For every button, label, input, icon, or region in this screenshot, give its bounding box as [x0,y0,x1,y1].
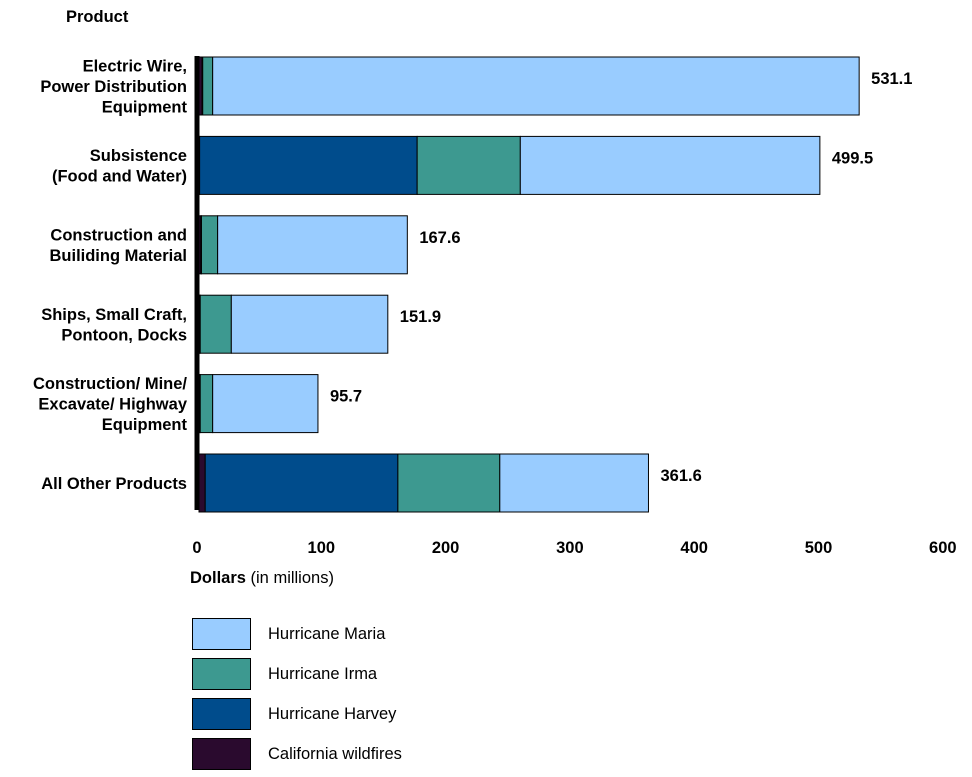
category-labels: Electric Wire, Power Distribution Equipmen… [33,58,188,494]
x-tick-label: 100 [308,539,336,557]
bar-segment-hurricane-irma-4 [199,374,214,434]
bar-segment-hurricane-harvey-5 [204,453,399,513]
legend-swatch [192,738,251,770]
bar-segment-hurricane-irma-2 [200,215,219,275]
bar-segment-hurricane-harvey-1 [199,135,418,195]
bar-segment-hurricane-maria-0 [212,56,860,116]
legend: Hurricane Maria Hurricane Irma Hurricane H… [192,617,402,777]
x-axis-ticks: 0 100 200 300 400 500 600 [192,539,956,557]
legend-item: Hurricane Irma [192,657,402,691]
legend-item: Hurricane Maria [192,617,402,651]
legend-item: California wildfires [192,737,402,771]
x-axis-title: Dollars (in millions) [190,569,334,588]
x-tick-label: 500 [805,539,833,557]
x-tick-label: 400 [680,539,708,557]
bar-segment-hurricane-maria-3 [230,294,389,354]
bar-segment-hurricane-irma-1 [416,135,521,195]
category-label: Electric Wire, Power Distribution Equipmen… [40,58,187,117]
legend-label: Hurricane Irma [268,664,378,683]
total-value-labels: 531.1 499.5 167.6 151.9 95.7 361.6 [330,70,912,485]
legend-label: California wildfires [268,744,402,763]
legend-swatch [192,698,251,730]
x-tick-label: 0 [192,539,201,557]
category-label: Ships, Small Craft, Pontoon, Docks [41,306,187,345]
category-label: All Other Products [41,475,187,493]
bar-segment-hurricane-maria-5 [499,453,649,513]
total-value-label: 361.6 [660,467,701,485]
x-tick-label: 200 [432,539,460,557]
stacked-bar-chart: Product Electric Wire, Power Distribution… [33,8,957,557]
x-tick-label: 300 [556,539,584,557]
legend-label: Hurricane Maria [268,624,386,643]
x-tick-label: 600 [929,539,957,557]
bar-segment-hurricane-irma-3 [199,294,232,354]
legend-swatch [192,618,251,650]
bar-segment-hurricane-maria-2 [217,215,408,275]
category-label: Construction/ Mine/Excavate/ Highway Equi… [33,375,188,434]
y-axis-title: Product [66,8,129,26]
bar-segment-hurricane-maria-4 [212,374,319,434]
bar-segment-hurricane-irma-0 [202,56,214,116]
legend-label: Hurricane Harvey [268,704,397,723]
category-label: Subsistence (Food and Water) [52,147,187,186]
x-axis-title-unit: (in millions) [245,569,334,587]
bars-layer [198,56,860,513]
legend-item: Hurricane Harvey [192,697,402,731]
total-value-label: 499.5 [832,149,873,167]
total-value-label: 151.9 [400,308,441,326]
bar-segment-hurricane-irma-5 [397,453,501,513]
total-value-label: 95.7 [330,388,362,406]
legend-swatch [192,658,251,690]
category-label: Construction and Builiding Material [49,227,187,265]
total-value-label: 531.1 [871,70,912,88]
bar-segment-hurricane-maria-1 [519,135,821,195]
total-value-label: 167.6 [419,229,460,247]
x-axis-title-bold: Dollars [190,569,246,587]
bar-segment-california-wildfires-5 [198,453,206,513]
